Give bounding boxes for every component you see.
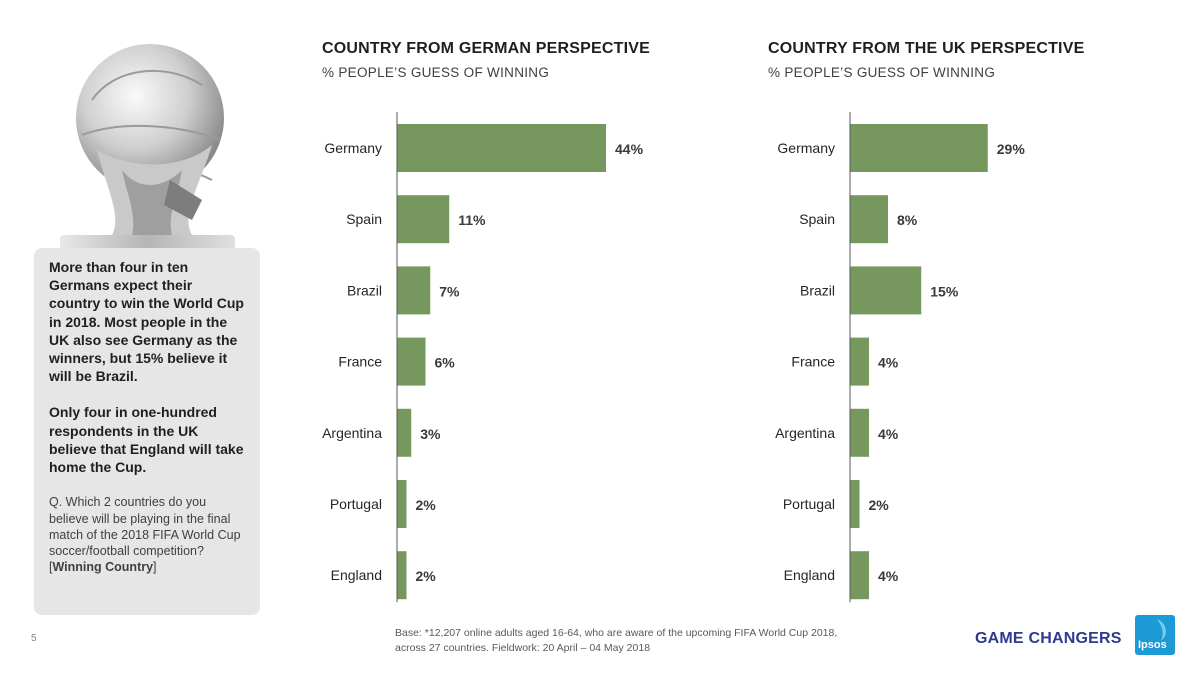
category-label-portugal: Portugal (330, 496, 382, 512)
category-label-germany: Germany (324, 140, 382, 156)
bar-chart-uk-perspective: Germany 29% Spain 8% Brazil 15% France 4% Argent… (775, 112, 1026, 603)
value-label-england: 2% (416, 568, 437, 584)
insight-headline-2: Only four in one-hundred respondents in … (49, 404, 244, 476)
chart-title-germany: COUNTRY FROM GERMAN PERSPECTIVE (322, 40, 651, 57)
value-label-portugal: 2% (416, 497, 437, 513)
category-label-brazil: Brazil (800, 282, 835, 298)
bar-germany (397, 124, 606, 172)
category-label-spain: Spain (346, 211, 382, 227)
value-label-brazil: 15% (930, 283, 959, 299)
survey-question-text: Q. Which 2 countries do you believe will… (49, 495, 241, 575)
insight-headline-1: More than four in ten Germans expect the… (49, 259, 244, 385)
bar-france (850, 337, 869, 386)
value-label-argentina: 3% (420, 426, 441, 442)
chart-title-uk: COUNTRY FROM THE UK PERSPECTIVE (768, 40, 1085, 57)
survey-question-highlight: Winning Country (52, 560, 154, 575)
bar-brazil (850, 266, 922, 315)
chart-subtitle-germany: % PEOPLE’S GUESS OF WINNING (322, 65, 550, 80)
page-number: 5 (31, 633, 37, 644)
bar-argentina (850, 408, 869, 457)
bar-argentina (397, 408, 412, 457)
category-label-england: England (331, 567, 382, 583)
category-label-brazil: Brazil (347, 282, 382, 298)
bar-england (397, 551, 407, 600)
ipsos-logo-swoosh (1157, 619, 1166, 641)
bar-portugal (397, 480, 407, 528)
bar-chart-german-perspective: Germany 44% Spain 11% Brazil 7% France 6% Argent… (322, 112, 644, 603)
value-label-brazil: 7% (439, 283, 460, 299)
bar-germany (850, 124, 988, 172)
category-label-argentina: Argentina (775, 425, 835, 441)
bar-brazil (397, 266, 431, 315)
bar-spain (397, 195, 450, 244)
category-label-spain: Spain (799, 211, 835, 227)
ipsos-logo: Ipsos (1135, 615, 1175, 655)
value-label-spain: 8% (897, 212, 918, 228)
category-label-germany: Germany (777, 140, 835, 156)
base-footnote-line-2: across 27 countries. Fieldwork: 20 April… (395, 642, 651, 654)
value-label-portugal: 2% (869, 497, 890, 513)
base-footnote: Base: *12,207 online adults aged 16-64, … (395, 626, 915, 656)
survey-question-suffix: ] (153, 560, 157, 575)
insight-callout: More than four in ten Germans expect the… (34, 248, 260, 615)
bar-spain (850, 195, 888, 244)
ipsos-logo-text: Ipsos (1138, 639, 1167, 651)
category-label-france: France (338, 354, 382, 370)
value-label-germany: 29% (997, 141, 1026, 157)
value-label-france: 4% (878, 355, 899, 371)
category-label-england: England (784, 567, 835, 583)
value-label-england: 4% (878, 568, 899, 584)
bar-england (850, 551, 869, 600)
value-label-germany: 44% (615, 141, 644, 157)
category-label-portugal: Portugal (783, 496, 835, 512)
category-label-argentina: Argentina (322, 425, 382, 441)
game-changers-brand: GAME CHANGERS (975, 630, 1122, 647)
bar-france (397, 337, 426, 386)
survey-question: Q. Which 2 countries do you believe will… (49, 494, 246, 575)
chart-subtitle-uk: % PEOPLE’S GUESS OF WINNING (768, 65, 996, 80)
trophy-image (60, 44, 235, 255)
category-label-france: France (791, 354, 835, 370)
value-label-france: 6% (435, 355, 456, 371)
base-footnote-line-1: Base: *12,207 online adults aged 16-64, … (395, 627, 838, 639)
value-label-spain: 11% (458, 212, 486, 228)
value-label-argentina: 4% (878, 426, 899, 442)
bar-portugal (850, 480, 860, 528)
